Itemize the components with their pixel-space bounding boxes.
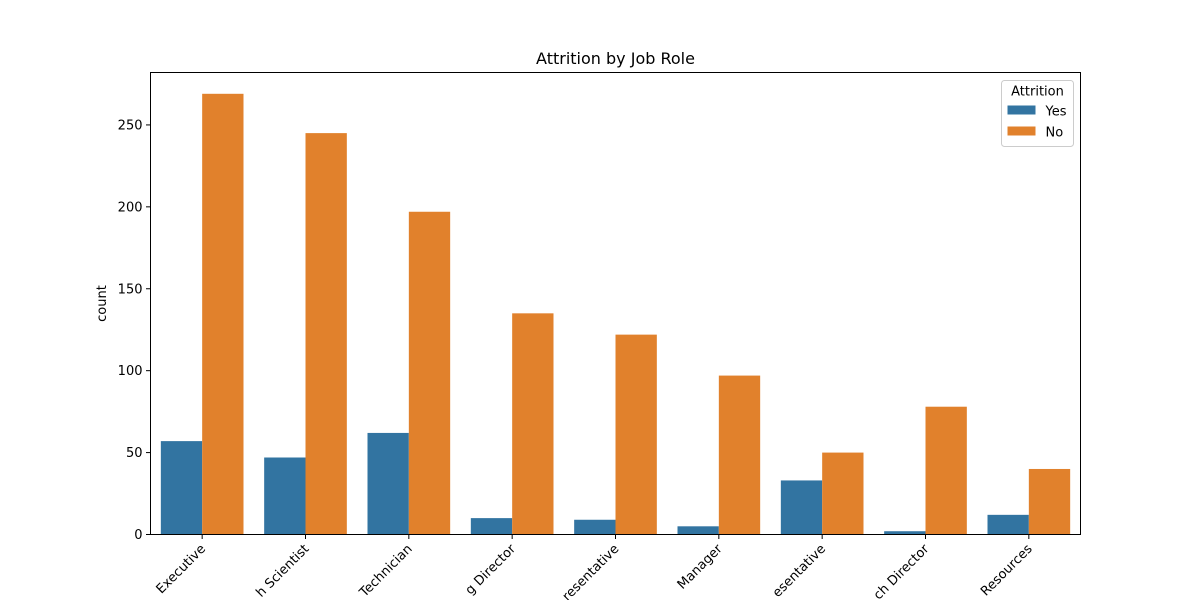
bar-no-8 xyxy=(1028,468,1071,535)
bar-no-3 xyxy=(512,313,554,535)
bar-yes-0 xyxy=(160,441,203,535)
bar-yes-1 xyxy=(264,457,306,535)
y-tick-label-2: 100 xyxy=(118,364,143,379)
bar-yes-6 xyxy=(780,480,823,535)
chart-title: Attrition by Job Role xyxy=(536,49,695,68)
bar-no-1 xyxy=(305,133,347,535)
x-tick-label-3: g Director xyxy=(463,541,520,598)
legend-label-yes: Yes xyxy=(1045,105,1067,120)
bar-no-2 xyxy=(408,211,451,535)
x-tick-label-2: Technician xyxy=(356,542,415,600)
bar-no-7 xyxy=(925,406,967,535)
x-tick-label-0: Executive xyxy=(154,542,209,597)
bar-no-4 xyxy=(615,334,657,535)
x-axis: Executive h Scientist Technician g Director… xyxy=(154,534,1036,604)
x-tick-label-6: esentative xyxy=(770,542,829,600)
bar-yes-5 xyxy=(677,526,719,535)
bar-no-0 xyxy=(202,93,244,535)
bar-yes-3 xyxy=(470,518,513,535)
x-tick-label-1: h Scientist xyxy=(253,542,312,600)
legend: Attrition Yes No xyxy=(1001,80,1074,147)
plot-frame xyxy=(150,72,1081,535)
y-tick-label-0: 0 xyxy=(134,528,142,543)
legend-label-no: No xyxy=(1046,126,1064,141)
y-axis-label: count xyxy=(95,285,110,322)
y-tick-label-4: 200 xyxy=(118,200,143,215)
x-tick-label-4: resentative xyxy=(560,542,623,600)
bar-yes-8 xyxy=(987,514,1029,535)
y-axis: 0 50 100 150 200 250 xyxy=(118,118,151,543)
bar-yes-4 xyxy=(574,519,616,535)
legend-title: Attrition xyxy=(1011,85,1064,100)
x-tick-label-7: ch Director xyxy=(871,541,933,600)
legend-swatch-no xyxy=(1007,126,1036,136)
x-tick-label-8: Resources xyxy=(978,542,1036,600)
bar-yes-7 xyxy=(884,531,926,535)
y-tick-label-5: 250 xyxy=(118,118,143,133)
bar-yes-2 xyxy=(367,432,409,535)
bar-no-6 xyxy=(822,452,864,535)
bars-layer xyxy=(160,93,1071,535)
legend-swatch-yes xyxy=(1007,105,1036,115)
bar-no-5 xyxy=(718,375,761,535)
x-tick-label-5: Manager xyxy=(675,541,726,592)
y-tick-label-1: 50 xyxy=(126,446,143,461)
y-tick-label-3: 150 xyxy=(118,282,143,297)
